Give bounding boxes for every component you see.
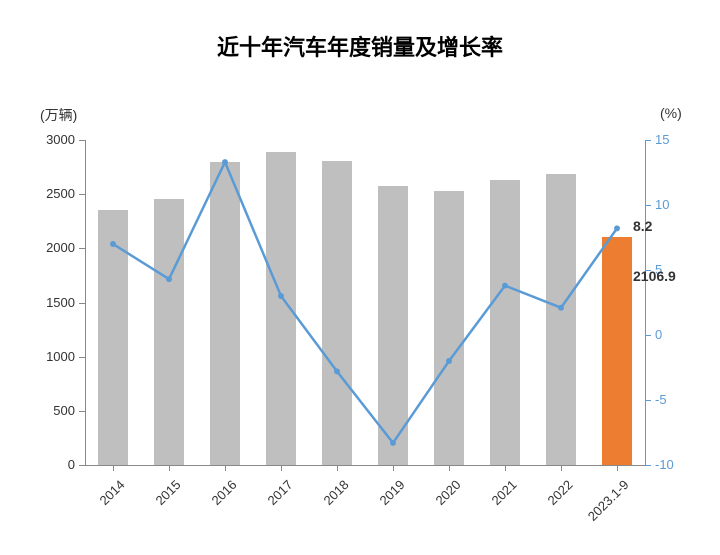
y-left-tick: 3000 [35,132,75,147]
y-left-tick: 2000 [35,240,75,255]
bar [154,199,185,466]
x-tick: 2023.1-9 [579,477,632,530]
y-right-tick-mark [645,465,651,466]
y-left-tick: 500 [35,403,75,418]
bar [490,180,521,465]
y-right-tick: 15 [655,132,695,147]
y-right-tick: 0 [655,327,695,342]
y-left-tick: 0 [35,457,75,472]
y-axis-left-label: (万辆) [40,105,77,125]
plot-area [85,140,645,465]
y-left-tick: 1000 [35,349,75,364]
bar-value-label: 2106.9 [633,268,676,284]
y-right-tick: 10 [655,197,695,212]
bar [602,237,633,465]
x-tick: 2016 [187,477,240,530]
bar [266,152,297,465]
chart-title: 近十年汽车年度销量及增长率 [0,30,720,62]
x-tick: 2019 [355,477,408,530]
y-left-axis-line [85,140,86,465]
bar [322,161,353,465]
x-tick: 2021 [467,477,520,530]
bar [98,210,129,465]
y-left-tick: 2500 [35,186,75,201]
bar [210,162,241,465]
y-right-axis-line [645,140,646,465]
bar [378,186,409,466]
bar [434,191,465,465]
x-tick: 2017 [243,477,296,530]
x-tick: 2014 [75,477,128,530]
x-tick: 2015 [131,477,184,530]
x-tick: 2022 [523,477,576,530]
line-value-label: 8.2 [633,218,652,234]
y-right-tick: -10 [655,457,695,472]
x-tick: 2018 [299,477,352,530]
x-axis-line [85,465,645,466]
y-axis-right-label: (%) [660,105,682,121]
bar [546,174,577,465]
x-tick: 2020 [411,477,464,530]
y-left-tick: 1500 [35,295,75,310]
y-right-tick: -5 [655,392,695,407]
